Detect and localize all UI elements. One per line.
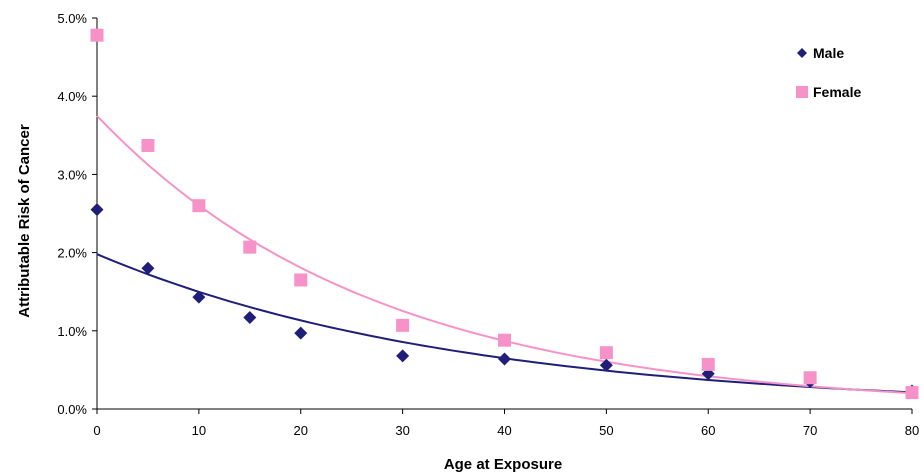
point-female — [905, 386, 919, 400]
plot-area: 0 10 20 30 40 50 60 70 80 0.0% 1.0% 2.0% 3.0% 4.0% 5.… — [57, 11, 919, 438]
x-tick-label: 20 — [294, 423, 308, 438]
trendlines — [96, 115, 913, 395]
data-points — [90, 28, 919, 400]
x-tick-label: 70 — [803, 423, 817, 438]
point-female — [294, 273, 308, 287]
point-female — [141, 138, 155, 152]
y-tick-label: 2.0% — [57, 246, 87, 261]
y-axis-title: Attributable Risk of Cancer — [16, 124, 33, 318]
y-tick-label: 1.0% — [57, 324, 87, 339]
point-male — [396, 349, 410, 363]
point-female — [803, 371, 817, 385]
y-tick-label: 0.0% — [57, 402, 87, 417]
point-female — [90, 28, 104, 42]
x-tick-label: 50 — [599, 423, 613, 438]
y-tick-label: 3.0% — [57, 167, 87, 182]
point-female — [243, 240, 257, 254]
legend: Male Female — [796, 45, 861, 100]
point-male — [90, 203, 104, 217]
point-female — [498, 333, 511, 347]
y-axis-ticks: 0.0% 1.0% 2.0% 3.0% 4.0% 5.0% — [57, 11, 97, 417]
point-male — [192, 290, 206, 304]
legend-marker-female — [796, 86, 808, 98]
trendline-male — [96, 253, 913, 394]
legend-marker-male — [797, 48, 807, 58]
point-male — [243, 311, 257, 325]
x-tick-label: 30 — [395, 423, 409, 438]
x-axis-title: Age at Exposure — [444, 456, 562, 473]
x-tick-label: 0 — [93, 423, 100, 438]
point-female — [599, 346, 613, 360]
y-tick-label: 4.0% — [57, 89, 87, 104]
point-female — [192, 199, 206, 213]
point-female — [396, 318, 410, 332]
point-male — [294, 326, 308, 340]
point-male — [599, 358, 613, 372]
x-tick-label: 60 — [701, 423, 715, 438]
x-tick-label: 10 — [192, 423, 206, 438]
point-female — [701, 357, 715, 371]
x-tick-label: 80 — [905, 423, 919, 438]
point-male — [141, 261, 155, 275]
trendline-female — [96, 115, 913, 395]
legend-label-male: Male — [813, 45, 844, 61]
legend-label-female: Female — [813, 84, 861, 100]
x-axis-ticks: 0 10 20 30 40 50 60 70 80 — [93, 409, 919, 438]
point-male — [498, 352, 511, 366]
y-tick-label: 5.0% — [57, 11, 87, 26]
x-tick-label: 40 — [497, 423, 511, 438]
